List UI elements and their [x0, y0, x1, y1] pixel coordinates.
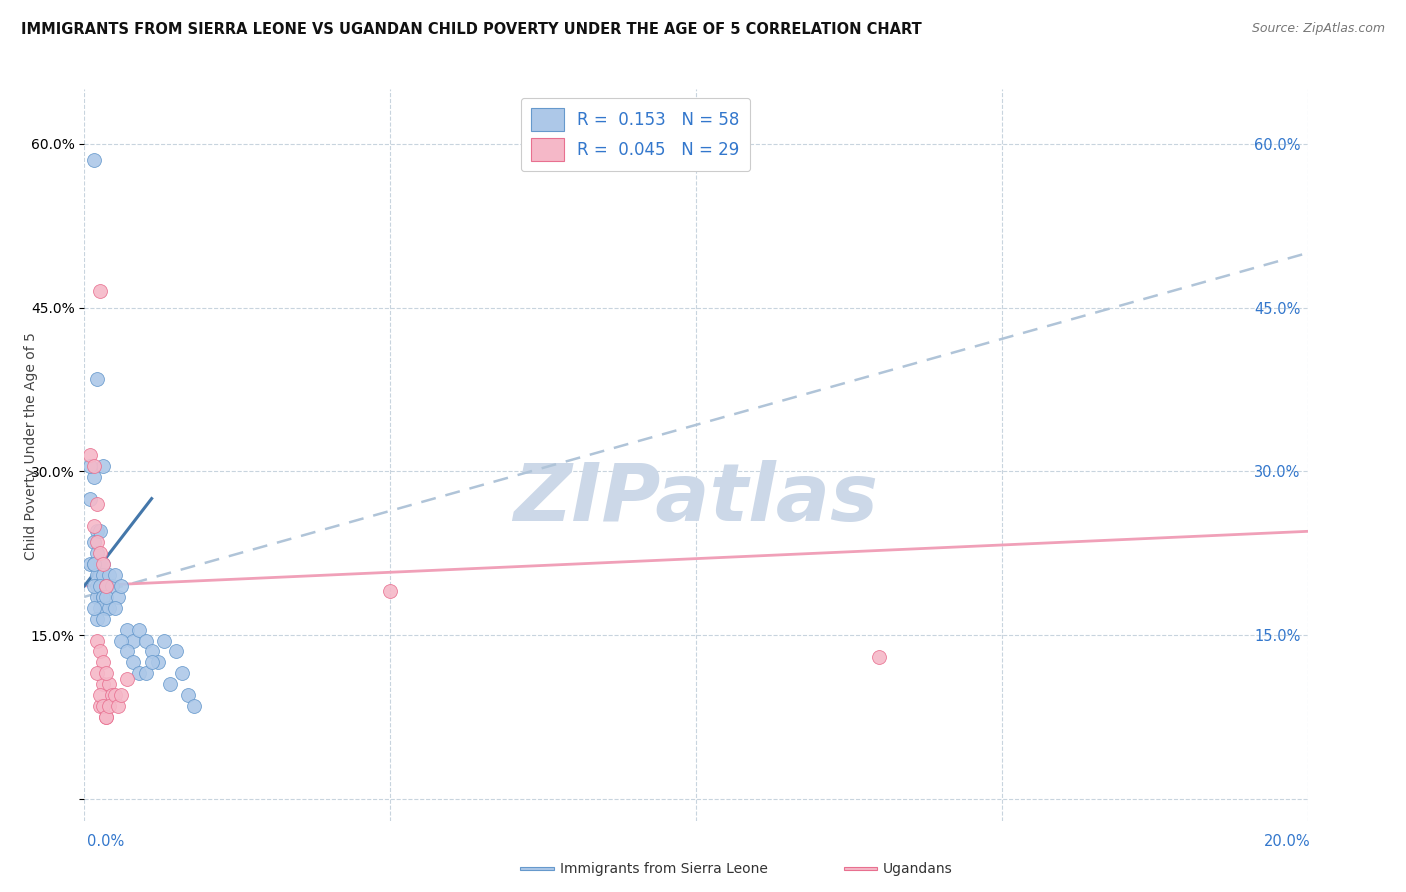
Point [86, 579, 108, 593]
Point [83, 458, 105, 473]
Point [86, 612, 108, 626]
Point [122, 633, 145, 648]
Text: IMMIGRANTS FROM SIERRA LEONE VS UGANDAN CHILD POVERTY UNDER THE AGE OF 5 CORRELA: IMMIGRANTS FROM SIERRA LEONE VS UGANDAN … [21, 22, 922, 37]
Text: ZIPatlas: ZIPatlas [513, 459, 879, 538]
Point [89, 688, 111, 702]
Point [183, 698, 205, 713]
Point [159, 677, 181, 691]
Point [380, 584, 402, 599]
Point [83, 579, 105, 593]
Point [97, 568, 120, 582]
Point [86, 568, 108, 582]
Text: Child Poverty Under the Age of 5: Child Poverty Under the Age of 5 [24, 332, 38, 560]
Point [89, 644, 111, 658]
Point [83, 557, 105, 571]
Point [83, 557, 105, 571]
Point [104, 688, 127, 702]
Point [89, 698, 111, 713]
Point [86, 666, 108, 681]
Point [101, 688, 124, 702]
Point [83, 535, 105, 549]
Point [86, 524, 108, 539]
Text: Ugandans: Ugandans [883, 862, 953, 876]
Point [110, 688, 132, 702]
Point [177, 688, 200, 702]
Point [94, 710, 117, 724]
Point [115, 623, 138, 637]
Point [86, 546, 108, 560]
Point [79, 448, 101, 462]
Point [86, 633, 108, 648]
Text: 0.0%: 0.0% [87, 834, 124, 849]
Point [94, 579, 117, 593]
Point [86, 371, 108, 385]
Point [91, 557, 114, 571]
Point [110, 633, 132, 648]
Point [86, 590, 108, 604]
FancyBboxPatch shape [844, 867, 877, 871]
Point [141, 644, 163, 658]
Point [94, 710, 117, 724]
Point [89, 524, 111, 539]
Point [79, 557, 101, 571]
Text: 20.0%: 20.0% [1264, 834, 1310, 849]
Point [107, 698, 129, 713]
Point [135, 666, 157, 681]
Point [128, 666, 150, 681]
FancyBboxPatch shape [520, 867, 554, 871]
Point [91, 579, 114, 593]
Point [94, 590, 117, 604]
Point [86, 497, 108, 511]
Point [97, 677, 120, 691]
Point [91, 612, 114, 626]
Point [165, 644, 187, 658]
Point [91, 656, 114, 670]
Point [107, 590, 129, 604]
Point [91, 458, 114, 473]
Point [115, 644, 138, 658]
Point [89, 568, 111, 582]
Point [89, 600, 111, 615]
Text: Immigrants from Sierra Leone: Immigrants from Sierra Leone [560, 862, 768, 876]
Point [146, 656, 169, 670]
Point [79, 458, 101, 473]
Point [110, 579, 132, 593]
Point [91, 568, 114, 582]
Point [89, 590, 111, 604]
Point [97, 600, 120, 615]
Point [91, 590, 114, 604]
Point [83, 153, 105, 168]
Point [97, 698, 120, 713]
Point [89, 557, 111, 571]
Point [115, 672, 138, 686]
Point [94, 600, 117, 615]
Point [101, 579, 124, 593]
Point [83, 469, 105, 483]
Point [104, 600, 127, 615]
Point [153, 633, 176, 648]
Point [104, 568, 127, 582]
Point [135, 633, 157, 648]
Point [94, 579, 117, 593]
Point [94, 666, 117, 681]
Point [86, 535, 108, 549]
Point [91, 557, 114, 571]
Point [122, 656, 145, 670]
Point [89, 546, 111, 560]
Point [91, 677, 114, 691]
Point [83, 600, 105, 615]
Text: Source: ZipAtlas.com: Source: ZipAtlas.com [1251, 22, 1385, 36]
Point [91, 698, 114, 713]
Point [141, 656, 163, 670]
Legend: R =  0.153   N = 58, R =  0.045   N = 29: R = 0.153 N = 58, R = 0.045 N = 29 [520, 97, 749, 171]
Point [91, 590, 114, 604]
Point [89, 579, 111, 593]
Point [79, 491, 101, 506]
Point [83, 519, 105, 533]
Point [89, 284, 111, 298]
Point [128, 623, 150, 637]
Point [172, 666, 194, 681]
Point [869, 649, 891, 664]
